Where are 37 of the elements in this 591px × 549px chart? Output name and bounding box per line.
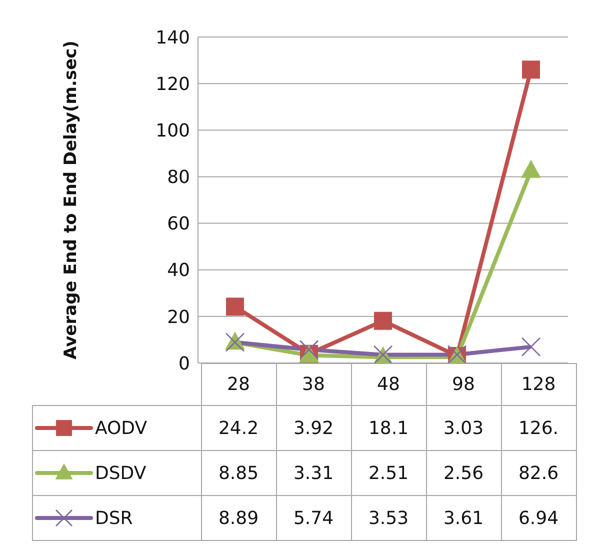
y-tick-label: 60 [167,214,190,235]
y-tick-label: 0 [178,353,190,374]
data-label: 3.61 [426,496,501,540]
y-tick-label: 140 [156,27,190,48]
legend-label: AODV [95,418,148,438]
x-tick-label: 28 [201,364,276,406]
x-tick-label: 38 [276,364,351,406]
data-label: 3.03 [426,406,501,450]
data-label: 3.53 [351,496,426,540]
data-label: 2.51 [351,450,426,496]
y-tick-label: 40 [167,260,190,282]
data-label: 8.85 [201,450,276,496]
data-label: 3.31 [276,450,351,496]
data-label: 82.6 [501,450,576,496]
point [299,340,319,360]
legend-label: DSR [95,508,133,528]
data-label: 2.56 [426,450,501,496]
y-tick-label: 20 [167,306,190,328]
point [374,312,392,330]
data-label: 126. [501,406,576,450]
y-tick-label: 120 [156,74,190,95]
x-tick-label: 128 [501,364,576,406]
legend-label: DSDV [95,462,146,484]
y-tick-label: 80 [167,167,190,188]
x-tick-label: 98 [426,364,501,406]
data-label: 18.1 [351,406,426,450]
x-tick-label: 48 [351,364,426,406]
point [522,60,540,79]
point [521,337,541,356]
data-label: 5.74 [276,496,351,540]
data-label: 3.92 [276,406,351,450]
data-label: 6.94 [501,496,576,540]
y-axis-title: Average End to End Delay(m.sec) [61,40,82,360]
point [226,298,244,316]
y-tick-label: 100 [156,120,190,142]
data-label: 8.89 [201,496,276,540]
data-label: 24.2 [201,406,276,450]
